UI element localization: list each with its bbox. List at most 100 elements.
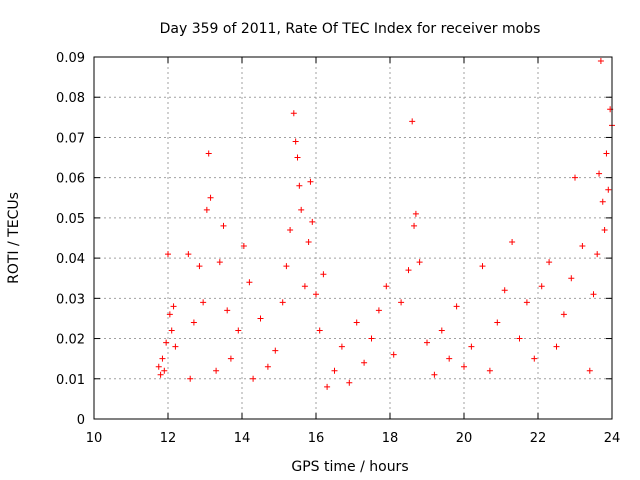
data-point <box>431 371 438 378</box>
plot-frame <box>93 56 613 420</box>
data-point <box>213 367 220 374</box>
data-point <box>361 359 368 366</box>
data-point <box>590 291 597 298</box>
data-point <box>196 263 203 270</box>
x-axis-ticks: 10 12 14 16 18 20 22 24 <box>86 57 621 446</box>
data-point <box>240 243 247 250</box>
data-point <box>185 251 192 258</box>
data-point <box>235 327 242 334</box>
data-point <box>346 379 353 386</box>
data-point <box>494 319 501 326</box>
y-tick-label: 0 <box>77 413 85 428</box>
y-tick-label: 0.03 <box>56 292 85 307</box>
y-axis-label: ROTI / TECUs <box>6 192 22 284</box>
grid <box>94 57 612 419</box>
data-point <box>560 311 567 318</box>
data-point <box>331 367 338 374</box>
data-point <box>509 239 516 246</box>
x-axis-label: GPS time / hours <box>291 459 408 475</box>
data-point <box>200 299 207 306</box>
data-point <box>553 343 560 350</box>
data-point <box>375 307 382 314</box>
data-point <box>586 367 593 374</box>
data-point <box>272 347 279 354</box>
data-point <box>531 355 538 362</box>
data-point <box>296 182 303 189</box>
data-point <box>546 259 553 266</box>
data-point <box>190 319 197 326</box>
data-point <box>168 327 175 334</box>
data-point <box>161 367 168 374</box>
data-point <box>412 210 419 217</box>
data-point <box>594 251 601 258</box>
data-point <box>338 343 345 350</box>
data-point <box>411 222 418 229</box>
data-point <box>599 198 606 205</box>
data-point <box>305 239 312 246</box>
data-point <box>292 138 299 145</box>
data-point <box>468 343 475 350</box>
data-point <box>216 259 223 266</box>
data-point <box>501 287 508 294</box>
y-tick-label: 0.02 <box>56 333 85 348</box>
data-point <box>398 299 405 306</box>
x-tick-label: 22 <box>530 431 547 446</box>
chart-title: Day 359 of 2011, Rate Of TEC Index for r… <box>160 21 541 37</box>
data-point <box>368 335 375 342</box>
data-point <box>224 307 231 314</box>
y-tick-label: 0.01 <box>56 373 85 388</box>
data-point <box>605 186 612 193</box>
data-point <box>516 335 523 342</box>
y-tick-label: 0.04 <box>56 252 85 267</box>
y-tick-label: 0.05 <box>56 212 85 227</box>
x-tick-label: 24 <box>604 431 621 446</box>
data-point <box>307 178 314 185</box>
data-point <box>486 367 493 374</box>
data-point <box>603 150 610 157</box>
data-point <box>264 363 271 370</box>
data-points <box>155 58 615 390</box>
y-tick-label: 0.09 <box>56 51 85 66</box>
data-point <box>170 303 177 310</box>
y-tick-label: 0.06 <box>56 172 85 187</box>
data-point <box>523 299 530 306</box>
x-tick-label: 18 <box>382 431 399 446</box>
data-point <box>298 206 305 213</box>
data-point <box>287 226 294 233</box>
data-point <box>453 303 460 310</box>
data-point <box>250 375 257 382</box>
data-point <box>596 170 603 177</box>
data-point <box>572 174 578 181</box>
x-tick-label: 14 <box>234 431 251 446</box>
data-point <box>220 222 227 229</box>
y-tick-label: 0.08 <box>56 91 85 106</box>
data-point <box>316 327 323 334</box>
x-tick-label: 16 <box>308 431 325 446</box>
data-point <box>309 218 316 225</box>
data-point <box>568 275 575 282</box>
data-point <box>203 206 210 213</box>
data-point <box>313 291 319 298</box>
data-point <box>166 311 173 318</box>
data-point <box>165 251 171 258</box>
x-tick-label: 20 <box>456 431 473 446</box>
data-point <box>409 118 416 125</box>
data-point <box>187 375 194 382</box>
data-point <box>438 327 445 334</box>
data-point <box>538 283 545 290</box>
data-point <box>207 194 214 201</box>
data-point <box>159 355 166 362</box>
data-point <box>405 267 412 274</box>
data-point <box>353 319 360 326</box>
data-point <box>205 150 212 157</box>
data-point <box>279 299 286 306</box>
data-point <box>446 355 453 362</box>
data-point <box>390 351 397 358</box>
data-point <box>416 259 423 266</box>
y-tick-label: 0.07 <box>56 131 85 146</box>
data-point <box>257 315 264 322</box>
data-point <box>320 271 327 278</box>
data-point <box>163 339 170 346</box>
data-point <box>157 371 164 378</box>
